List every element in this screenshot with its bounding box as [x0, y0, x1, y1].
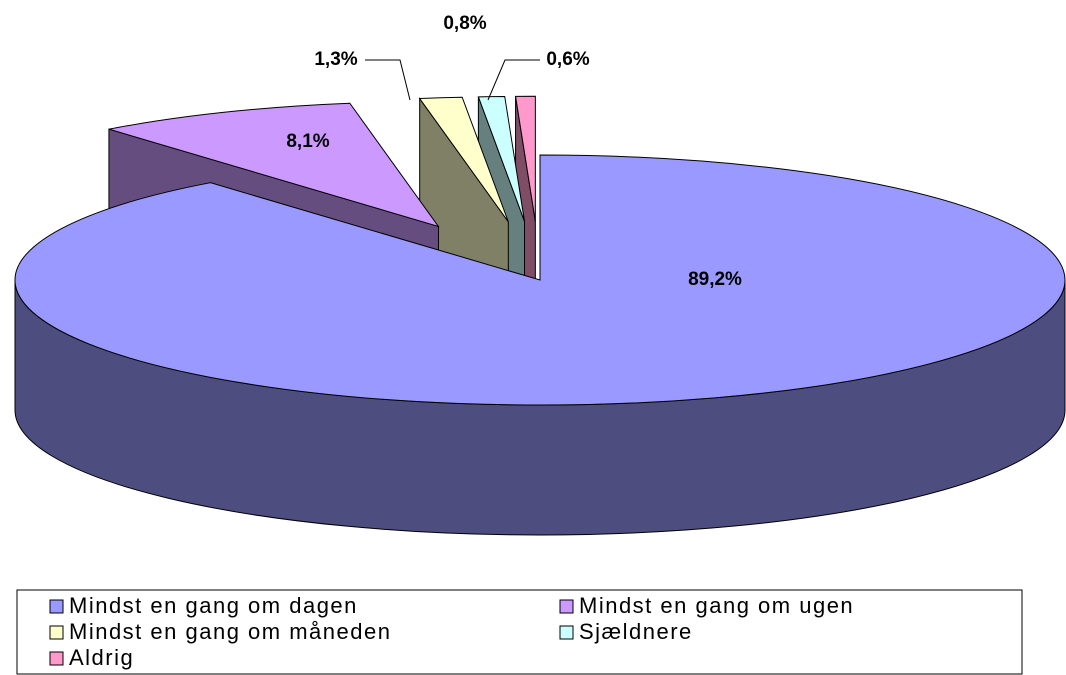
value-label: 0,8%: [443, 13, 486, 34]
slice: [477, 95, 525, 222]
leader-line: [487, 59, 540, 101]
legend-label: Aldrig: [69, 645, 134, 670]
value-label: 0,6%: [546, 49, 589, 70]
value-label: 89,2%: [688, 269, 742, 290]
legend-swatch: [49, 651, 64, 666]
slice: [108, 102, 440, 228]
legend-label: Sjældnere: [579, 619, 693, 644]
leader-line: [365, 59, 411, 101]
legend-swatch: [559, 599, 574, 614]
legend-swatch: [49, 625, 64, 640]
slice: [14, 154, 1066, 406]
legend-swatch: [559, 625, 574, 640]
slice: [514, 95, 536, 222]
legend-label: Mindst en gang om måneden: [69, 619, 391, 644]
legend-swatch: [49, 599, 64, 614]
legend-label: Mindst en gang om ugen: [579, 593, 854, 618]
legend-label: Mindst en gang om dagen: [69, 593, 358, 618]
legend-box: [16, 589, 1023, 675]
value-label: 1,3%: [314, 49, 357, 70]
slice: [418, 96, 509, 223]
value-label: 8,1%: [286, 131, 329, 152]
